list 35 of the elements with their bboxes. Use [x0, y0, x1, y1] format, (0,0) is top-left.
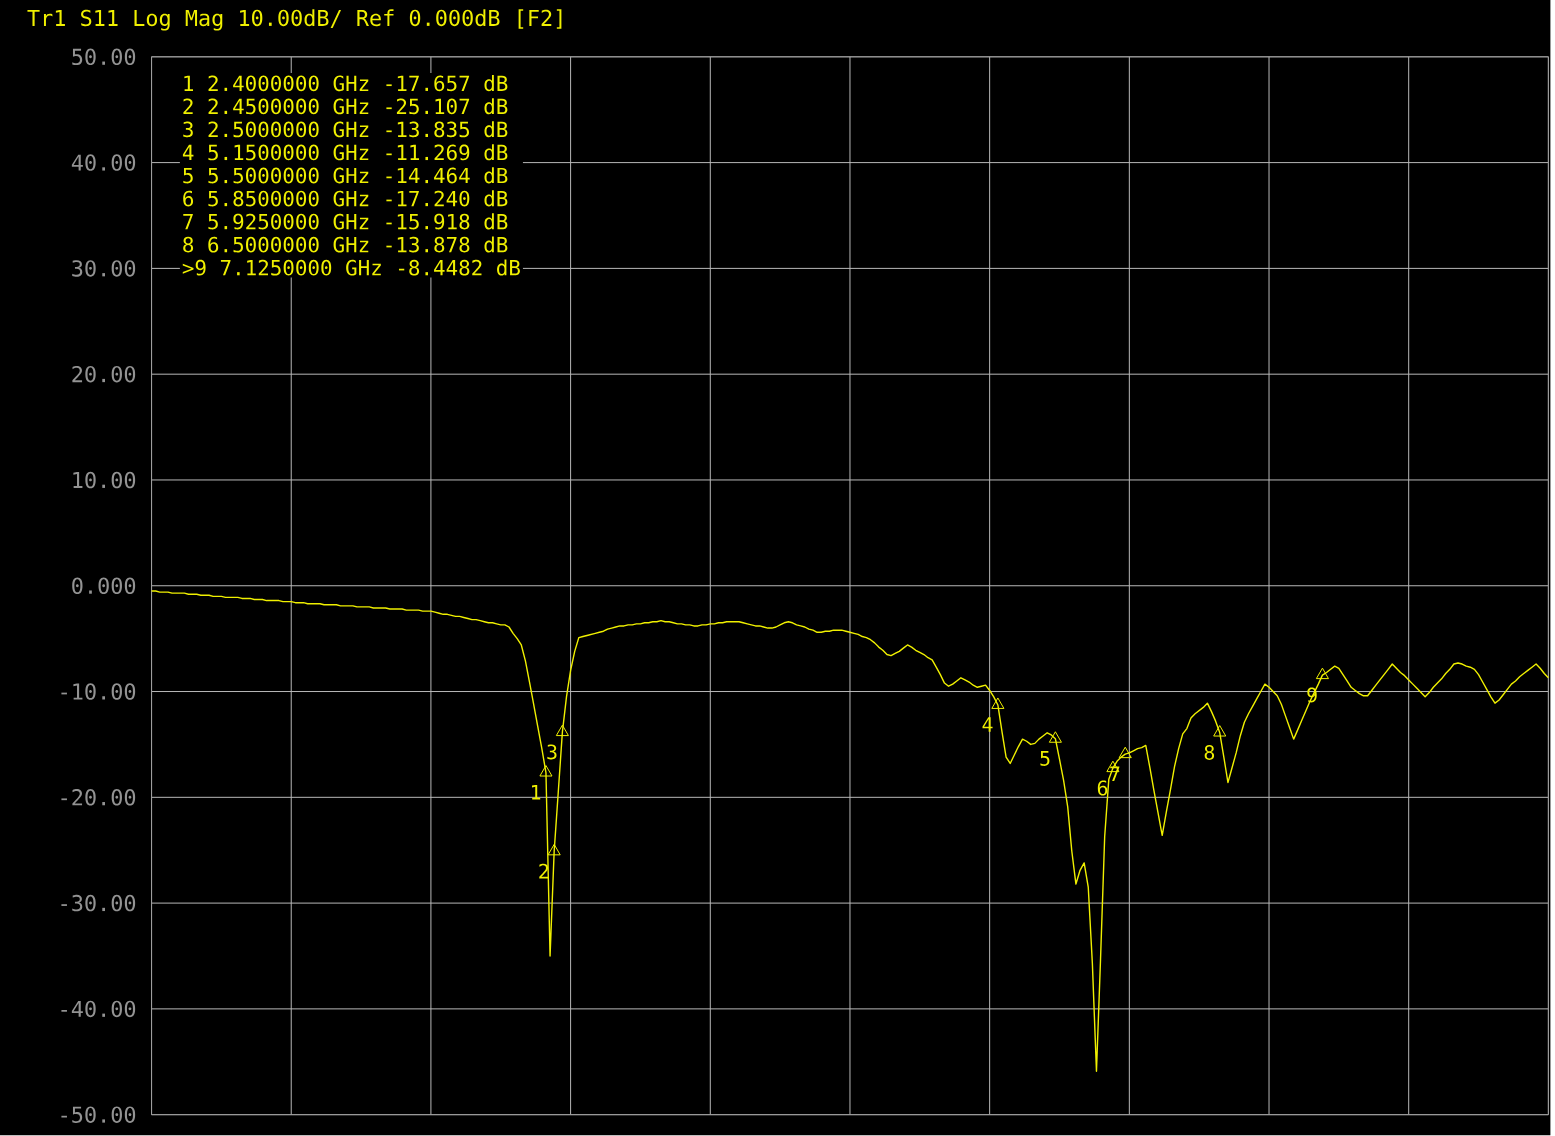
point	[555, 724, 569, 737]
y-tick-label: -40.00	[61, 1000, 136, 1018]
annotation: 1	[532, 785, 541, 800]
point	[1118, 746, 1132, 759]
annotation: 5	[1040, 751, 1050, 767]
annotation: 6 5.8500000 GHz -17.240 dB	[183, 190, 508, 207]
annotation: 6	[1097, 780, 1108, 796]
y-tick-label: -30.00	[61, 895, 136, 912]
y-tick-label: 40.00	[71, 154, 136, 172]
annotation: 3 2.5000000 GHz -13.835 dB	[183, 121, 508, 138]
y-tick-label: -10.00	[61, 683, 136, 700]
annotation: 1 2.4000000 GHz -17.657 dB	[184, 75, 508, 92]
annotation: 5 5.5000000 GHz -14.464 dB	[183, 167, 508, 184]
annotation: 2	[539, 863, 549, 879]
y-tick-label: 20.00	[72, 366, 136, 383]
point	[991, 697, 1005, 710]
annotation: 7 5.9250000 GHz -15.918 dB	[183, 213, 508, 230]
y-tick-label: 0.000	[72, 577, 136, 595]
point	[547, 844, 561, 856]
y-tick-label: 10.00	[73, 471, 136, 489]
annotation: 8	[1204, 745, 1215, 761]
y-tick-label: -20.00	[61, 789, 136, 806]
chart-title: Tr1 S11 Log Mag 10.00dB/ Ref 0.000dB [F2]	[27, 9, 562, 31]
point	[1315, 667, 1329, 680]
point	[1213, 725, 1227, 737]
annotation: 4 5.1500000 GHz -11.269 dB	[182, 144, 508, 161]
point	[539, 765, 553, 777]
annotation: 8 6.5000000 GHz -13.878 dB	[183, 236, 508, 253]
annotation: 3	[547, 744, 557, 760]
y-tick-label: 30.00	[72, 260, 136, 277]
y-tick-label: 50.00	[72, 48, 136, 66]
point	[1048, 731, 1062, 743]
y-tick-label: -50.00	[61, 1106, 136, 1124]
annotation: 2 2.4500000 GHz -25.107 dB	[183, 98, 508, 115]
annotation: >9 7.1250000 GHz -8.4482 dB	[182, 259, 520, 276]
